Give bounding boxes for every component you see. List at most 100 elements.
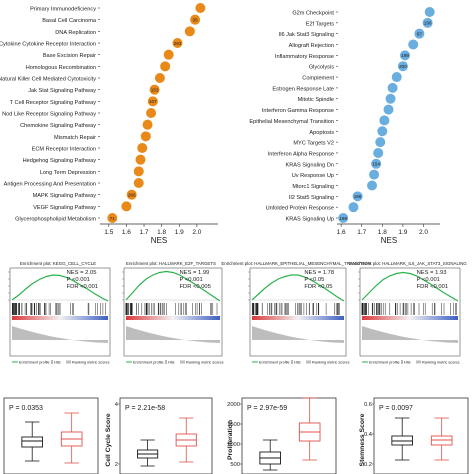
box (175, 417, 197, 463)
gsea-legend-swatch (306, 360, 311, 364)
hallmark-category-label: Mtorc1 Signaling (292, 184, 334, 190)
gsea-legend-label: Enrichment profile (19, 361, 50, 365)
gsea-frame (249, 267, 347, 357)
hallmark-point (385, 93, 396, 104)
gsea-hits (251, 303, 340, 315)
kegg-point (137, 143, 148, 153)
boxplot-y-tick-label: 0.4 (364, 432, 373, 438)
kegg-x-tick-label: 1.6 (122, 229, 131, 236)
gsea-legend-swatch (180, 360, 185, 364)
hallmark-category-label: Interferon Alpha Response (268, 151, 334, 157)
boxplot-p-value: P = 0.0097 (379, 405, 413, 412)
boxplot-p-value: P = 2.97e-59 (247, 405, 287, 412)
hallmark-point (387, 82, 398, 93)
kegg-point-label: 71 (110, 216, 116, 221)
hallmark-x-tick-label: 2.0 (419, 229, 428, 236)
hallmark-point-label: 87 (417, 31, 423, 36)
kegg-point (135, 154, 146, 165)
gsea-hits (361, 303, 457, 315)
kegg-x-tick-label: 1.7 (140, 229, 149, 236)
kegg-x-tick-label: 1.9 (175, 229, 184, 236)
kegg-point (133, 178, 144, 188)
gsea-fdr: FDR <0.005 (179, 284, 210, 290)
hallmark-point (399, 50, 410, 61)
boxplot-y-tick-label: 0.6 (364, 402, 372, 408)
hallmark-point (373, 147, 384, 158)
kegg-point-label: 107 (149, 99, 157, 104)
gsea-title: Enrichment plot: HALLMARK_IL6_JAK_STAT3_… (349, 261, 467, 266)
gsea-ranked-metric (126, 326, 220, 343)
box (259, 439, 281, 471)
gsea-title: Enrichment plot: HALLMARK_E2F_TARGETS (126, 261, 216, 266)
box (137, 439, 159, 467)
gsea-plot: Enrichment plot: HALLMARK_EPITHELIAL_MES… (221, 261, 370, 365)
kegg-x-tick-label: 1.5 (104, 229, 113, 236)
hallmark-point-label: 200 (399, 64, 407, 69)
hallmark-point (397, 61, 408, 72)
hallmark-point-label: 190 (424, 21, 432, 26)
kegg-point (147, 96, 158, 107)
gsea-hits (12, 303, 106, 315)
hallmark-point (375, 137, 386, 148)
hallmark-x-tick-label: 1.8 (378, 229, 387, 236)
kegg-category-label: MAPK Signaling Pathway (33, 193, 97, 199)
hallmark-point-label: 199 (401, 53, 409, 58)
kegg-category-label: Jak Stat Signaling Pathway (28, 88, 96, 94)
kegg-category-label: Primary Immunodeficiency (30, 7, 96, 13)
gsea-legend-label: Hits (54, 361, 61, 365)
hallmark-category-label: Interferon Gamma Response (262, 108, 334, 114)
hallmark-x-tick-label: 1.7 (357, 229, 366, 236)
hallmark-point (424, 7, 435, 17)
hallmark-point (414, 28, 425, 39)
kegg-category-label: Hedgehog Signaling Pathway (23, 158, 97, 164)
gsea-plot: Enrichment plot: HALLMARK_IL6_JAK_STAT3_… (349, 261, 467, 365)
kegg-category-label: Cytokine Cytokine Receptor Interaction (0, 42, 96, 48)
kegg-point (195, 3, 206, 13)
hallmark-point (379, 115, 390, 126)
hallmark-point (367, 180, 378, 191)
boxplot-y-label: Stemness Score (359, 413, 366, 466)
hallmark-point (383, 104, 394, 115)
boxplot-y-tick-label: 500 (230, 462, 240, 468)
hallmark-category-label: Estrogen Response Late (272, 86, 334, 92)
hallmark-point (391, 72, 402, 83)
hallmark-x-tick-label: 1.9 (398, 229, 407, 236)
gsea-legend-label: Ranking metric scores (186, 361, 224, 365)
kegg-point (154, 73, 165, 83)
kegg-point (146, 108, 157, 118)
boxplot-y-tick-label: 1500 (227, 422, 240, 428)
gsea-enrichment-curve (251, 274, 345, 302)
boxplot: P = 2.97e-59 Proliferation 2000 1500 1000 500 (227, 397, 337, 474)
kegg-category-label: Basal Cell Carcinoma (42, 18, 97, 24)
hallmark-dotplot-panel: G2m Checkpoint E2f Targets Il6 Jak Stat3 S… (249, 7, 440, 245)
kegg-category-label: Antigen Processing And Presentation (4, 182, 96, 188)
boxplot: P = 0.0097 Stemness Score 0.6 0.4 0.2 (359, 397, 469, 474)
kegg-point (142, 119, 153, 130)
gsea-legend-label: Enrichment profile (133, 361, 164, 365)
hallmark-x-tick-label: 1.6 (337, 229, 346, 236)
kegg-category-label: Glycerophospholipid Metabolism (15, 217, 96, 223)
gsea-ranking-bar (252, 316, 344, 320)
gsea-enrichment-curve (11, 274, 109, 302)
hallmark-category-label: Complement (302, 76, 334, 82)
kegg-x-tick-label: 2.0 (192, 229, 201, 236)
gsea-nes: NES = 1.99 (179, 270, 209, 276)
kegg-category-label: ECM Receptor Interaction (32, 147, 96, 153)
kegg-category-label: Natural Killer Cell Mediated Cytotoxicit… (0, 77, 96, 83)
boxplot-frame (3, 397, 99, 474)
hallmark-point-label: 198 (339, 216, 347, 221)
gsea-legend-label: Hits (404, 361, 411, 365)
hallmark-category-label: Glycolysis (309, 65, 334, 71)
hallmark-point (377, 126, 388, 137)
gsea-ranked-metric (12, 326, 108, 343)
kegg-point-label: 266 (128, 192, 136, 197)
hallmark-category-label: Uv Response Up (292, 173, 334, 179)
boxplot-frame (373, 397, 469, 474)
gsea-legend-label: Hits (168, 361, 175, 365)
kegg-point (126, 189, 137, 200)
hallmark-category-label: KRAS Signaling Dn (285, 162, 334, 168)
kegg-category-label: Long Term Depression (40, 170, 96, 176)
gsea-frame (359, 267, 461, 357)
kegg-point (107, 213, 118, 223)
